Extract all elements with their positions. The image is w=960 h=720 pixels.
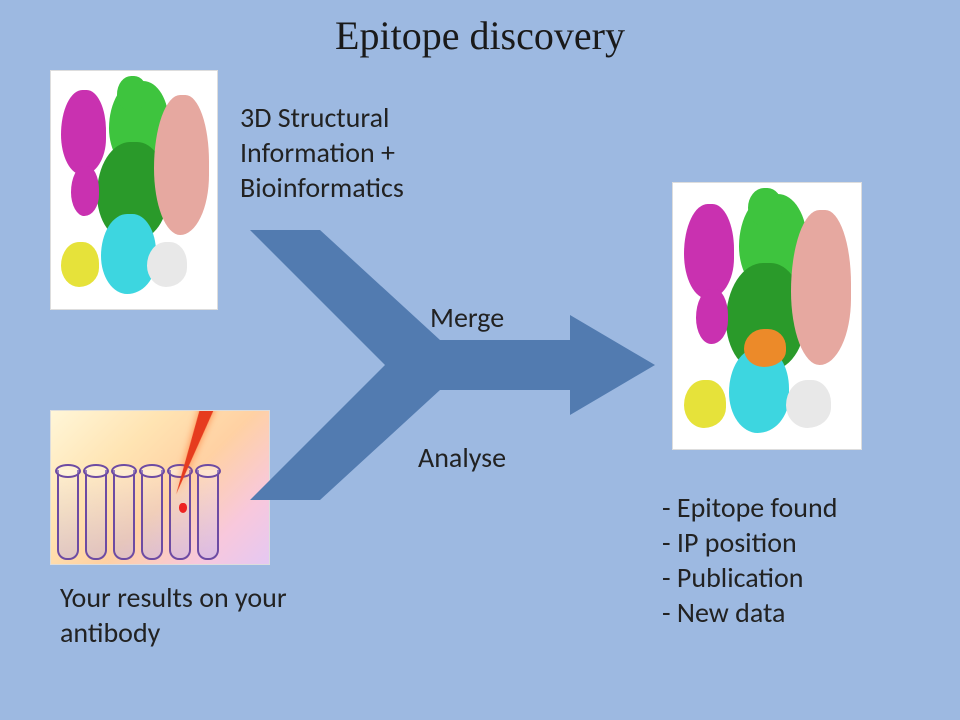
input2-label: Your results on your antibody — [60, 580, 320, 650]
arrow-label-analyse: Analyse — [418, 440, 506, 475]
outcome-item: - Publication — [662, 560, 952, 595]
page-title: Epitope discovery — [0, 12, 960, 59]
lab-image — [50, 410, 270, 565]
protein-structure-image-2 — [672, 182, 862, 450]
input1-label: 3D Structural Information + Bioinformati… — [240, 100, 470, 205]
epitope-highlight — [744, 329, 786, 367]
arrow-label-merge: Merge — [430, 300, 504, 335]
droplet-icon — [179, 503, 187, 513]
protein-structure-image-1 — [50, 70, 218, 310]
outcome-item: - IP position — [662, 525, 952, 560]
outcome-item: - New data — [662, 595, 952, 630]
outcome-item: - Epitope found — [662, 490, 952, 525]
outcomes-list: - Epitope found - IP position - Publicat… — [662, 490, 952, 630]
